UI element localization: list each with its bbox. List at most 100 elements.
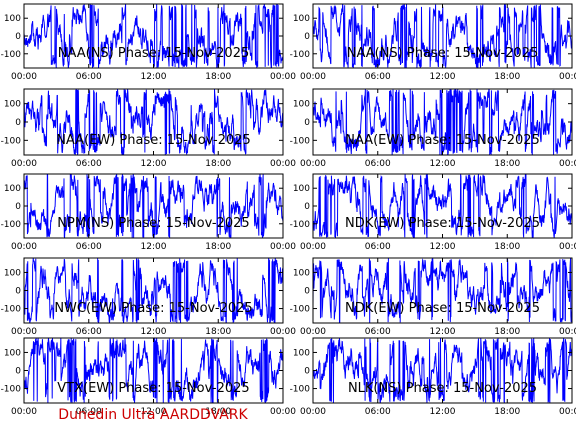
panel-title: NAA(NS) Phase: 15-Nov-2025 [58, 46, 249, 61]
phase-trace [24, 338, 283, 403]
x-tick-label: 00:00 [11, 407, 37, 417]
x-tick-label: 12:00 [430, 159, 456, 169]
y-tick-label: 0 [15, 367, 21, 377]
panel-title: NAA(EW) Phase: 15-Nov-2025 [345, 133, 540, 148]
x-tick-label: 18:00 [494, 327, 520, 337]
x-tick-label: 00:00 [300, 242, 326, 252]
panel-title: NDK(EW) Phase: 15-Nov-2025 [345, 301, 540, 316]
phase-trace [313, 4, 572, 68]
panel-title: NAA(EW) Phase: 15-Nov-2025 [56, 133, 251, 148]
phase-panel: 100 0 -100 00:00 06:00 12:00 18:00 00:00 VTX(EW)… [1, 337, 296, 417]
x-tick-label: 12:00 [141, 327, 167, 337]
x-tick-label: 00:00 [300, 72, 326, 82]
x-tick-label: 18:00 [205, 407, 231, 417]
x-tick-label: 00:00 [11, 242, 37, 252]
y-tick-label: 100 [4, 184, 21, 194]
footer-label: Dunedin Ultra AARDDVARK [58, 407, 248, 423]
x-tick-label: 12:00 [141, 72, 167, 82]
x-tick-label: 00:00 [270, 159, 296, 169]
x-tick-label: 12:00 [141, 159, 167, 169]
phase-trace [24, 258, 283, 323]
y-tick-label: 100 [293, 100, 310, 110]
phase-trace [24, 89, 283, 155]
phase-panel: 100 0 -100 00:00 06:00 12:00 18:00 00:00 NWC(EW)… [1, 257, 296, 337]
phase-panel: 100 0 -100 00:00 06:00 12:00 18:00 00:00 NAA(EW)… [1, 88, 296, 169]
y-tick-label: -100 [1, 50, 22, 60]
phase-panel: 100 0 -100 00:00 06:00 12:00 18:00 00:00 NAA(EW)… [290, 88, 576, 169]
x-tick-label: 00:00 [559, 407, 576, 417]
phase-panel: 100 0 -100 00:00 06:00 12:00 18:00 00:00 NAA(NS)… [290, 3, 576, 82]
y-tick-label: 0 [15, 32, 21, 42]
panel-title: NPM(NS) Phase: 15-Nov-2025 [57, 216, 249, 231]
x-tick-label: 06:00 [76, 327, 102, 337]
phase-panel: 100 0 -100 00:00 06:00 12:00 18:00 00:00 NLK(NS)… [290, 337, 576, 417]
y-tick-label: -100 [1, 305, 22, 315]
x-tick-label: 12:00 [430, 327, 456, 337]
x-tick-label: 18:00 [205, 242, 231, 252]
y-tick-label: 0 [15, 202, 21, 212]
x-tick-label: 06:00 [365, 327, 391, 337]
phase-panel: 100 0 -100 00:00 06:00 12:00 18:00 00:00 NDK(EW)… [290, 173, 576, 252]
x-tick-label: 00:00 [300, 159, 326, 169]
y-tick-label: 0 [15, 287, 21, 297]
phase-trace [313, 258, 572, 323]
x-tick-label: 12:00 [141, 242, 167, 252]
x-tick-label: 18:00 [205, 159, 231, 169]
x-tick-label: 00:00 [300, 407, 326, 417]
y-tick-label: 0 [304, 202, 310, 212]
y-tick-label: -100 [290, 385, 311, 395]
phase-panel: 100 0 -100 00:00 06:00 12:00 18:00 00:00 NAA(NS)… [1, 3, 296, 82]
x-tick-label: 00:00 [11, 159, 37, 169]
y-tick-label: 0 [304, 287, 310, 297]
x-tick-label: 18:00 [205, 72, 231, 82]
phase-trace [313, 174, 572, 238]
x-tick-label: 00:00 [270, 242, 296, 252]
x-tick-label: 18:00 [494, 72, 520, 82]
x-tick-label: 00:00 [11, 72, 37, 82]
x-tick-label: 00:00 [559, 242, 576, 252]
panel-title: NWC(EW) Phase: 15-Nov-2025 [54, 301, 252, 316]
y-tick-label: 100 [4, 348, 21, 358]
x-tick-label: 18:00 [494, 159, 520, 169]
y-tick-label: 0 [304, 118, 310, 128]
panel-title: NDK(EW) Phase: 15-Nov-2025 [345, 216, 540, 231]
x-tick-label: 06:00 [76, 407, 102, 417]
phase-trace [24, 4, 283, 68]
y-tick-label: -100 [1, 136, 22, 146]
x-tick-label: 00:00 [11, 327, 37, 337]
x-tick-label: 00:00 [270, 72, 296, 82]
y-tick-label: 100 [293, 14, 310, 24]
x-tick-label: 00:00 [559, 159, 576, 169]
phase-trace [313, 89, 572, 155]
x-tick-label: 06:00 [76, 242, 102, 252]
y-tick-label: 100 [293, 348, 310, 358]
x-tick-label: 06:00 [365, 242, 391, 252]
y-tick-label: 0 [304, 367, 310, 377]
phase-panel: 100 0 -100 00:00 06:00 12:00 18:00 00:00 NDK(EW)… [290, 257, 576, 337]
x-tick-label: 12:00 [430, 72, 456, 82]
x-tick-label: 18:00 [494, 242, 520, 252]
y-tick-label: 100 [4, 100, 21, 110]
phase-trace [313, 338, 572, 403]
y-tick-label: 100 [293, 268, 310, 278]
y-tick-label: 0 [15, 118, 21, 128]
y-tick-label: 100 [293, 184, 310, 194]
x-tick-label: 00:00 [559, 327, 576, 337]
panel-title: NAA(NS) Phase: 15-Nov-2025 [347, 46, 538, 61]
x-tick-label: 18:00 [494, 407, 520, 417]
x-tick-label: 06:00 [365, 72, 391, 82]
x-tick-label: 12:00 [430, 242, 456, 252]
x-tick-label: 00:00 [270, 327, 296, 337]
x-tick-label: 18:00 [205, 327, 231, 337]
y-tick-label: -100 [1, 220, 22, 230]
x-tick-label: 12:00 [430, 407, 456, 417]
phase-panel: 100 0 -100 00:00 06:00 12:00 18:00 00:00 NPM(NS)… [1, 173, 296, 252]
x-tick-label: 00:00 [559, 72, 576, 82]
phase-trace [24, 174, 283, 238]
x-tick-label: 00:00 [270, 407, 296, 417]
y-tick-label: -100 [290, 305, 311, 315]
x-tick-label: 06:00 [365, 159, 391, 169]
y-tick-label: -100 [290, 220, 311, 230]
x-tick-label: 06:00 [76, 72, 102, 82]
